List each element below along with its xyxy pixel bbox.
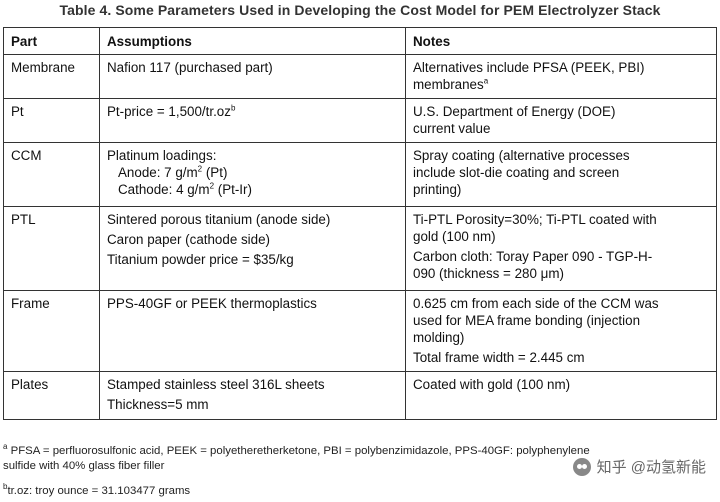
watermark-logo-icon (572, 457, 591, 476)
table-header-row: Part Assumptions Notes (3, 27, 717, 55)
table-row: PTL Sintered porous titanium (anode side… (3, 206, 717, 291)
footnote-a: a PFSA = perfluorosulfonic acid, PEEK = … (3, 442, 715, 474)
header-notes: Notes (405, 27, 717, 55)
cell-notes: U.S. Department of Energy (DOE) current … (405, 98, 717, 143)
cell-notes: Ti-PTL Porosity=30%; Ti-PTL coated with … (405, 206, 717, 291)
cathode-loading: Cathode: 4 g/m2 (Pt-Ir) (107, 181, 399, 198)
note-line: U.S. Department of Energy (DOE) (413, 104, 616, 119)
cell-part: Frame (3, 290, 100, 372)
cell-notes: Coated with gold (100 nm) (405, 371, 717, 420)
assumption-line: Titanium powder price = $35/kg (107, 252, 294, 267)
cell-assumption: Pt-price = 1,500/tr.ozb (99, 98, 406, 143)
watermark: 知乎 @动氢新能 (572, 456, 706, 477)
header-part: Part (3, 27, 100, 55)
superscript: 2 (209, 181, 215, 191)
cell-assumption: Sintered porous titanium (anode side) Ca… (99, 206, 406, 291)
note-line: membranesa (413, 76, 710, 93)
parameters-table: Part Assumptions Notes Membrane Nafion 1… (3, 27, 717, 420)
note-line: Ti-PTL Porosity=30%; Ti-PTL coated with (413, 212, 657, 227)
footnote-text: sulfide with 40% glass fiber filler (3, 460, 165, 472)
watermark-text: 知乎 @动氢新能 (596, 459, 706, 476)
table-row: Membrane Nafion 117 (purchased part) Alt… (3, 54, 717, 99)
footnote-mark: a (3, 442, 8, 452)
note-line: current value (413, 121, 491, 136)
note-line: Total frame width = 2.445 cm (413, 350, 585, 365)
cell-part: Membrane (3, 54, 100, 99)
assumption-line: Platinum loadings: (107, 148, 217, 163)
note-line: Alternatives include PFSA (PEEK, PBI) (413, 60, 645, 75)
note-line: gold (100 nm) (413, 229, 496, 244)
table-row: CCM Platinum loadings: Anode: 7 g/m2 (Pt… (3, 142, 717, 207)
note-line: 090 (thickness = 280 μm) (413, 266, 564, 281)
assumption-line: Stamped stainless steel 316L sheets (107, 377, 325, 392)
note-line: used for MEA frame bonding (injection (413, 313, 641, 328)
cell-part: Pt (3, 98, 100, 143)
assumption-line: Sintered porous titanium (anode side) (107, 212, 331, 227)
cell-assumption: Nafion 117 (purchased part) (99, 54, 406, 99)
cell-assumption: Platinum loadings: Anode: 7 g/m2 (Pt) Ca… (99, 142, 406, 207)
note-line: include slot-die coating and screen (413, 165, 620, 180)
footnote-ref: a (483, 76, 489, 86)
note-line: 0.625 cm from each side of the CCM was (413, 296, 659, 311)
cell-assumption: PPS-40GF or PEEK thermoplastics (99, 290, 406, 372)
footnote-b: btr.oz: troy ounce = 31.103477 grams (3, 482, 715, 499)
note-line: Spray coating (alternative processes (413, 148, 630, 163)
footnote-mark: b (3, 482, 8, 492)
cathode-suffix: (Pt-Ir) (214, 182, 252, 197)
note-line: molding) (413, 330, 465, 345)
assumption-line: Caron paper (cathode side) (107, 232, 271, 247)
note-text: membranes (413, 77, 484, 92)
cathode-text: Cathode: 4 g/m (118, 182, 210, 197)
cell-notes: Alternatives include PFSA (PEEK, PBI) me… (405, 54, 717, 99)
assumption-line: Thickness=5 mm (107, 397, 209, 412)
assumption-text: Pt-price = 1,500/tr.oz (107, 104, 231, 119)
anode-loading: Anode: 7 g/m2 (Pt) (107, 164, 399, 181)
table-row: Frame PPS-40GF or PEEK thermoplastics 0.… (3, 290, 717, 372)
footnote-ref: b (230, 103, 236, 113)
table-row: Plates Stamped stainless steel 316L shee… (3, 371, 717, 420)
footnote-text: PFSA = perfluorosulfonic acid, PEEK = po… (7, 445, 590, 457)
table-row: Pt Pt-price = 1,500/tr.ozb U.S. Departme… (3, 98, 717, 143)
table-title: Table 4. Some Parameters Used in Develop… (59, 2, 661, 18)
header-assumptions: Assumptions (99, 27, 406, 55)
superscript: 2 (197, 164, 203, 174)
note-line: printing) (413, 182, 462, 197)
note-line: Carbon cloth: Toray Paper 090 - TGP-H- (413, 249, 653, 264)
anode-suffix: (Pt) (202, 165, 228, 180)
anode-text: Anode: 7 g/m (118, 165, 198, 180)
footnote-text: tr.oz: troy ounce = 31.103477 grams (7, 485, 191, 497)
cell-notes: Spray coating (alternative processes inc… (405, 142, 717, 207)
cell-part: PTL (3, 206, 100, 291)
cell-notes: 0.625 cm from each side of the CCM was u… (405, 290, 717, 372)
cell-part: Plates (3, 371, 100, 420)
cell-assumption: Stamped stainless steel 316L sheets Thic… (99, 371, 406, 420)
cell-part: CCM (3, 142, 100, 207)
